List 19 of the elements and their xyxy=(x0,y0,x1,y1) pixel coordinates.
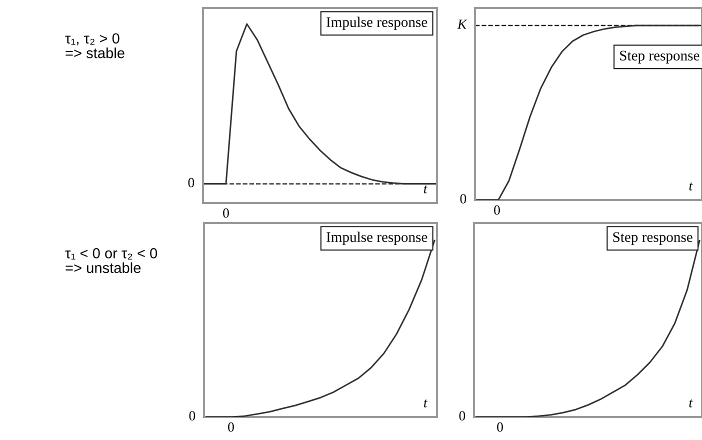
text: 0 xyxy=(459,411,466,420)
text: 0 xyxy=(188,178,194,188)
x-axis-title: t xyxy=(689,182,693,190)
chart-title: Impulse response xyxy=(326,16,428,30)
text: Step response xyxy=(620,50,700,64)
text: 0 xyxy=(228,422,234,432)
text: τ₁ < 0 or τ₂ < 0 => unstable xyxy=(65,248,158,274)
text: 0 xyxy=(189,411,196,420)
x-axis-title: t xyxy=(424,399,428,408)
text: 0 xyxy=(460,194,466,204)
text: 0 xyxy=(494,205,500,215)
ref-line-label: K xyxy=(457,20,468,29)
text: 0 xyxy=(223,208,229,218)
text: τ₁, τ₂ > 0 => stable xyxy=(65,33,124,58)
x-axis-title: t xyxy=(689,399,693,408)
chart-title: Step response xyxy=(613,232,692,245)
x-axis-title: t xyxy=(424,185,428,194)
text: 0 xyxy=(497,422,503,432)
chart-title: Impulse response xyxy=(326,232,428,245)
